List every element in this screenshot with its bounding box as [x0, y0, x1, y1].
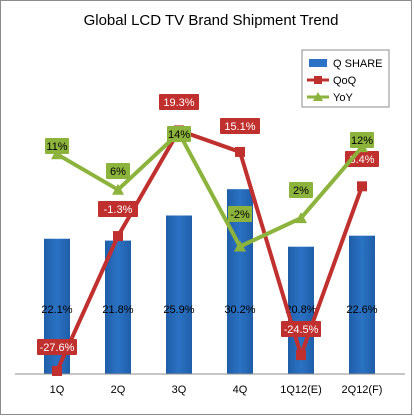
yoy-point-2q — [112, 183, 124, 195]
qoq-label-1q12-e: -24.5% — [281, 321, 321, 337]
yoy-label-1q12-e-box — [289, 182, 313, 198]
yoy-label-1q12-e: 2% — [289, 182, 313, 198]
qoq-label-2q: -1.3% — [98, 201, 138, 217]
qoq-label-1q12-e-text: -24.5% — [284, 324, 319, 336]
yoy-line — [55, 130, 364, 249]
yoy-label-1q-text: 11% — [46, 141, 67, 153]
bar-label-1q: 22.1% — [41, 304, 72, 316]
bar-label-2q: 21.8% — [102, 304, 133, 316]
yoy-point-4q — [234, 240, 246, 252]
yoy-label-2q-box — [106, 163, 130, 179]
yoy-label-2q-text: 6% — [110, 166, 126, 178]
qoq-label-1q: -27.6% — [37, 339, 77, 355]
legend: Q SHARE QoQ YoY — [301, 49, 390, 108]
yoy-label-1q: 11% — [45, 138, 69, 154]
legend-swatch-q-share — [309, 59, 327, 67]
qoq-series: -27.6%-1.3%19.3%15.1%-24.5%8.4% — [37, 94, 379, 376]
legend-marker-qoq — [314, 76, 322, 84]
yoy-label-3q-text: 14% — [168, 129, 190, 141]
qoq-label-3q-box — [159, 94, 199, 110]
legend-label-yoy: YoY — [333, 92, 353, 104]
bar-label-1q12-e: 20.8% — [285, 304, 316, 316]
bar-label-4q: 30.2% — [224, 304, 255, 316]
qoq-point-2q12-f — [357, 181, 367, 192]
qoq-point-1q — [52, 365, 62, 376]
legend-label-q-share: Q SHARE — [333, 58, 383, 70]
bar-label-3q: 25.9% — [163, 304, 194, 316]
yoy-series: 11% 6% 14% -2% 2% 12% — [45, 126, 374, 252]
qoq-label-1q-text: -27.6% — [40, 342, 75, 354]
yoy-label-3q-box — [167, 126, 191, 142]
x-tick-2q: 2Q — [111, 384, 126, 396]
yoy-label-2q: 6% — [106, 163, 130, 179]
qoq-label-3q: 19.3% — [159, 94, 199, 110]
yoy-label-4q: -2% — [228, 206, 252, 222]
bar-3q — [166, 215, 192, 374]
x-tick-3q: 3Q — [172, 384, 187, 396]
qoq-label-4q-text: 15.1% — [224, 121, 255, 133]
qoq-label-4q-box — [220, 118, 260, 134]
qoq-label-3q-text: 19.3% — [163, 97, 194, 109]
x-tick-1q12-e: 1Q12(E) — [280, 384, 322, 396]
yoy-label-3q: 14% — [167, 126, 191, 142]
x-tick-4q: 4Q — [233, 384, 248, 396]
yoy-point-1q12-e — [295, 212, 307, 224]
qoq-label-2q-box — [98, 201, 138, 217]
qoq-label-2q-text: -1.3% — [104, 204, 133, 216]
yoy-label-2q12-f-box — [350, 132, 374, 148]
x-tick-2q12-f: 2Q12(F) — [342, 384, 383, 396]
yoy-label-2q12-f-text: 12% — [351, 135, 373, 147]
qoq-point-2q — [113, 231, 123, 242]
yoy-label-1q12-e-text: 2% — [293, 185, 309, 197]
yoy-label-2q12-f: 12% — [350, 132, 374, 148]
x-tick-1q: 1Q — [50, 384, 65, 396]
qoq-label-4q: 15.1% — [220, 118, 260, 134]
legend-label-qoq: QoQ — [333, 75, 357, 87]
chart-title: Global LCD TV Brand Shipment Trend — [84, 12, 339, 29]
qoq-point-4q — [235, 146, 245, 157]
bars-layer — [44, 189, 375, 374]
yoy-label-4q-text: -2% — [230, 209, 250, 221]
bar-labels-layer: 22.1% 21.8% 25.9% 30.2% 20.8% 22.6% — [41, 304, 377, 316]
bar-2q12-f — [349, 235, 375, 374]
yoy-label-4q-box — [228, 206, 252, 222]
bar-2q — [105, 240, 131, 374]
qoq-label-1q-box — [37, 339, 77, 355]
qoq-label-1q12-e-box — [281, 321, 321, 337]
qoq-point-1q12-e — [296, 350, 306, 361]
bar-label-2q12-f: 22.6% — [346, 304, 377, 316]
x-tick-labels: 1Q 2Q 3Q 4Q 1Q12(E) 2Q12(F) — [50, 384, 383, 396]
legend-marker-yoy — [313, 92, 323, 101]
yoy-label-1q-box — [45, 138, 69, 154]
